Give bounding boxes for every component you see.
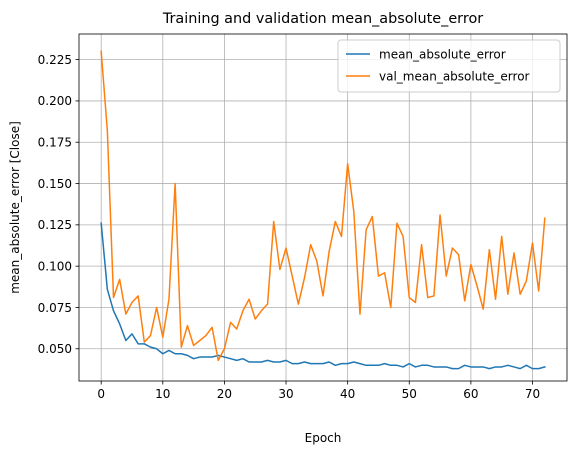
legend: mean_absolute_error val_mean_absolute_err… (337, 39, 561, 93)
y-tick-label: 0.050 (38, 342, 72, 356)
series-line-val (100, 50, 546, 362)
x-axis-label: Epoch (305, 431, 342, 445)
legend-label: val_mean_absolute_error (379, 69, 530, 83)
x-tick-label: 30 (278, 387, 293, 401)
plot-frame (78, 33, 568, 382)
y-tick-label: 0.150 (38, 177, 72, 191)
series-line-train (100, 222, 546, 370)
x-tick-label: 60 (463, 387, 478, 401)
y-tick-label: 0.200 (38, 94, 72, 108)
y-axis: 0.050 0.075 0.100 0.125 0.150 0.175 0.200 0.225 (38, 53, 79, 356)
y-tick-label: 0.175 (38, 136, 72, 150)
y-tick-label: 0.125 (38, 218, 72, 232)
chart-title: Training and validation mean_absolute_er… (162, 11, 483, 27)
x-tick-label: 70 (525, 387, 540, 401)
x-axis: 0 10 20 30 40 50 60 70 (97, 381, 540, 401)
x-tick-label: 50 (402, 387, 417, 401)
legend-label: mean_absolute_error (379, 47, 506, 61)
y-tick-label: 0.075 (38, 301, 72, 315)
y-tick-label: 0.100 (38, 259, 72, 273)
series-layer (100, 50, 546, 370)
y-tick-label: 0.225 (38, 53, 72, 67)
x-tick-label: 10 (155, 387, 170, 401)
x-tick-label: 20 (217, 387, 232, 401)
x-tick-label: 40 (340, 387, 355, 401)
y-axis-label: mean_absolute_error [Close] (8, 121, 22, 294)
legend-box (337, 39, 561, 93)
x-tick-label: 0 (97, 387, 105, 401)
